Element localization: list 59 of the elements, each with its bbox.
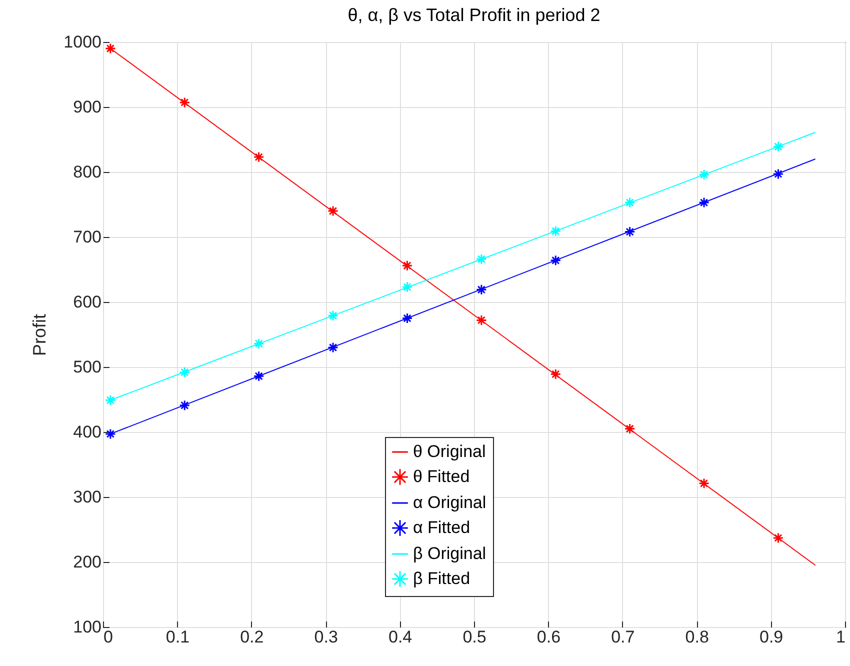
y-axis-title: Profit (30, 314, 50, 356)
legend-label: β Fitted (413, 569, 470, 588)
point (253, 370, 264, 382)
x-tick-label: 0.2 (240, 628, 264, 646)
y-tick-label: 300 (73, 488, 102, 506)
point (104, 428, 116, 440)
point (253, 152, 264, 163)
point (104, 394, 116, 406)
x-tick-label: 0.3 (314, 628, 338, 646)
point (698, 478, 710, 489)
point (624, 197, 636, 208)
x-tick-label: 0.6 (536, 628, 561, 646)
legend-label: θ Fitted (413, 467, 470, 486)
point (476, 314, 487, 326)
point (476, 254, 487, 265)
point (698, 169, 710, 180)
x-tick-label: 0.7 (611, 628, 635, 646)
point (179, 400, 190, 411)
x-tick-label: 0.9 (759, 628, 784, 646)
x-tick-label: 0.4 (388, 628, 412, 646)
legend-label: α Fitted (413, 518, 470, 537)
y-tick-label: 100 (73, 618, 102, 636)
y-tick-label: 500 (73, 358, 102, 376)
point (772, 168, 784, 180)
legend-label: θ Original (413, 442, 486, 461)
point (402, 260, 413, 272)
y-tick-label: 700 (73, 228, 102, 246)
point (328, 310, 339, 322)
legend-label: α Original (413, 493, 486, 512)
point (772, 532, 784, 544)
point (328, 206, 339, 216)
point (328, 342, 339, 353)
x-tick-label: 0.8 (685, 628, 709, 646)
x-tick-label: 1 (836, 628, 846, 646)
point (624, 226, 636, 238)
point (179, 96, 190, 108)
y-tick-label: 400 (73, 422, 102, 442)
y-tick-label: 200 (73, 552, 102, 572)
point (624, 423, 636, 434)
point (550, 226, 562, 237)
y-tick-label: 1000 (64, 32, 102, 52)
chart-title: θ, α, β vs Total Profit in period 2 (348, 5, 600, 25)
point (698, 197, 710, 208)
point (550, 254, 562, 266)
point (772, 141, 784, 152)
legend-label: β Original (413, 544, 486, 563)
point (476, 284, 487, 296)
point (402, 282, 413, 293)
point (179, 366, 190, 378)
y-tick-label: 900 (73, 98, 102, 116)
point (402, 312, 413, 324)
y-tick-label: 800 (73, 162, 102, 182)
x-tick-label: 0.5 (462, 628, 486, 646)
point (550, 368, 562, 380)
y-tick-label: 600 (73, 292, 102, 312)
x-tick-label: 0 (104, 628, 113, 646)
point (253, 338, 264, 350)
x-tick-label: 0.1 (166, 628, 190, 646)
point (104, 43, 116, 54)
